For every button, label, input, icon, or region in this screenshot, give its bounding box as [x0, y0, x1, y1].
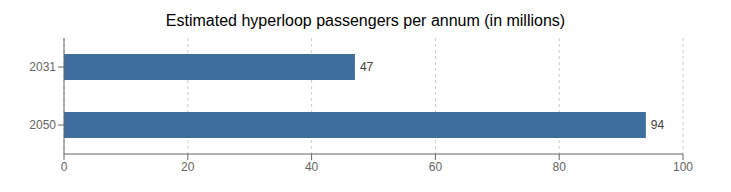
svg-text:60: 60 — [429, 160, 443, 174]
svg-text:20: 20 — [181, 160, 195, 174]
svg-text:2050: 2050 — [29, 118, 56, 132]
svg-text:2031: 2031 — [29, 60, 56, 74]
svg-text:0: 0 — [61, 160, 68, 174]
svg-text:80: 80 — [553, 160, 567, 174]
svg-text:47: 47 — [360, 60, 374, 74]
svg-text:94: 94 — [651, 118, 665, 132]
svg-text:100: 100 — [673, 160, 693, 174]
html-text:Estimated hyperloop passengers: Estimated hyperloop passengers per annum… — [165, 12, 566, 29]
svg-text:40: 40 — [305, 160, 319, 174]
